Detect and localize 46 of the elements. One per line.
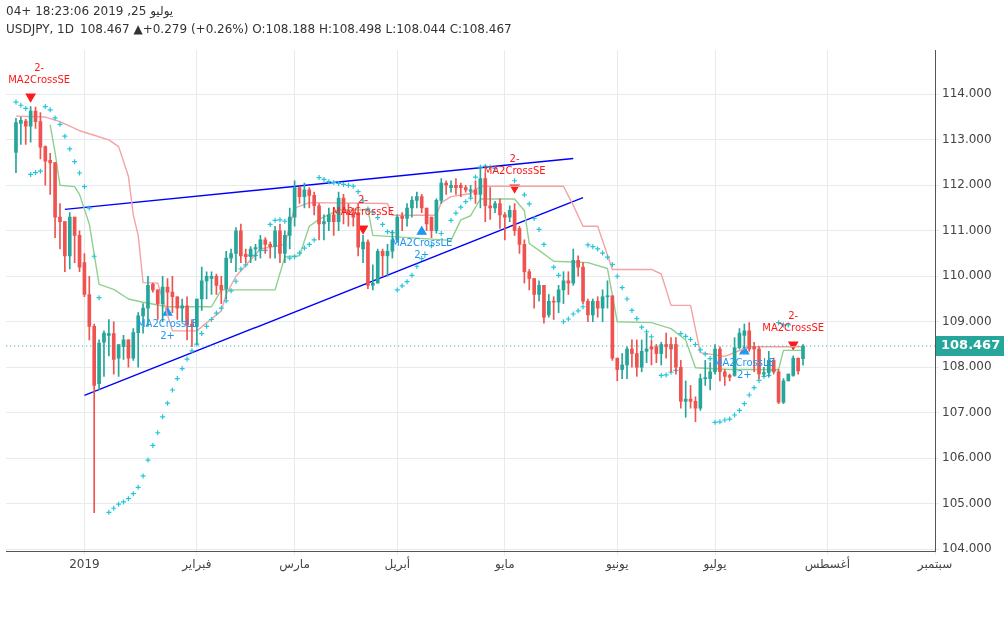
chart-title: USDJPY, 1D: [6, 22, 74, 36]
y-tick-label: 111.000: [942, 222, 992, 237]
annotation: 2+: [160, 330, 175, 342]
x-tick-label: أغسطس: [804, 556, 851, 573]
x-tick-label: يونيو: [604, 557, 629, 573]
annotation: 2-: [34, 62, 45, 74]
text: 108.467 ▲+0.279 (+0.26%) O:108.188 H:108.498 L:108.044 C:108.467: [80, 22, 512, 36]
candlestick: [551, 296, 556, 320]
ref-line-label: 108.467: [941, 337, 1001, 353]
y-tick-label: 110.000: [942, 268, 992, 283]
annotation: 2-: [358, 194, 369, 206]
candlestick: [219, 275, 224, 304]
y-tick-label: 112.000: [942, 177, 992, 192]
annotation: 2-: [788, 310, 799, 322]
y-tick-label: 108.000: [942, 359, 992, 374]
y-tick-label: 109.000: [942, 313, 992, 328]
candlestick: [683, 380, 688, 418]
x-tick-label: سبتمبر: [916, 557, 953, 573]
candlestick: [400, 212, 404, 232]
x-tick-label: 2019: [69, 557, 100, 572]
x-tick-label: فبراير: [181, 557, 212, 573]
point: [25, 93, 36, 103]
x-tick-label: يوليو: [702, 557, 727, 573]
candlestick: [371, 264, 375, 291]
candlestick: [444, 180, 448, 195]
candlestick: [449, 180, 453, 193]
x-tick-label: مارس: [279, 557, 310, 573]
y-tick-label: 114.000: [942, 86, 992, 101]
y-tick-label: 107.000: [942, 404, 992, 419]
candlestick: [361, 235, 365, 263]
x-tick-label: أبريل: [384, 556, 411, 573]
series-label: MA2CrossSE: [762, 322, 825, 334]
candlestick: [23, 119, 28, 145]
point: [416, 226, 427, 235]
annotation: 2+: [414, 249, 430, 261]
y-tick-label: 113.000: [942, 131, 992, 146]
text: MA2CrossSE: [483, 165, 546, 177]
x-tick-label: مايو: [494, 557, 515, 573]
candlestick: [620, 353, 624, 379]
text: MA2CrossSE: [8, 74, 71, 86]
y-tick-label: 104.000: [942, 541, 992, 556]
annotation: 2+: [736, 368, 752, 380]
chart-subtitle: يوليو 25, 2019 18:23:06 +04: [6, 3, 175, 20]
y-tick-label: 106.000: [942, 450, 992, 465]
annotation: 2-: [509, 153, 520, 165]
y-tick-label: 105.000: [942, 495, 992, 510]
